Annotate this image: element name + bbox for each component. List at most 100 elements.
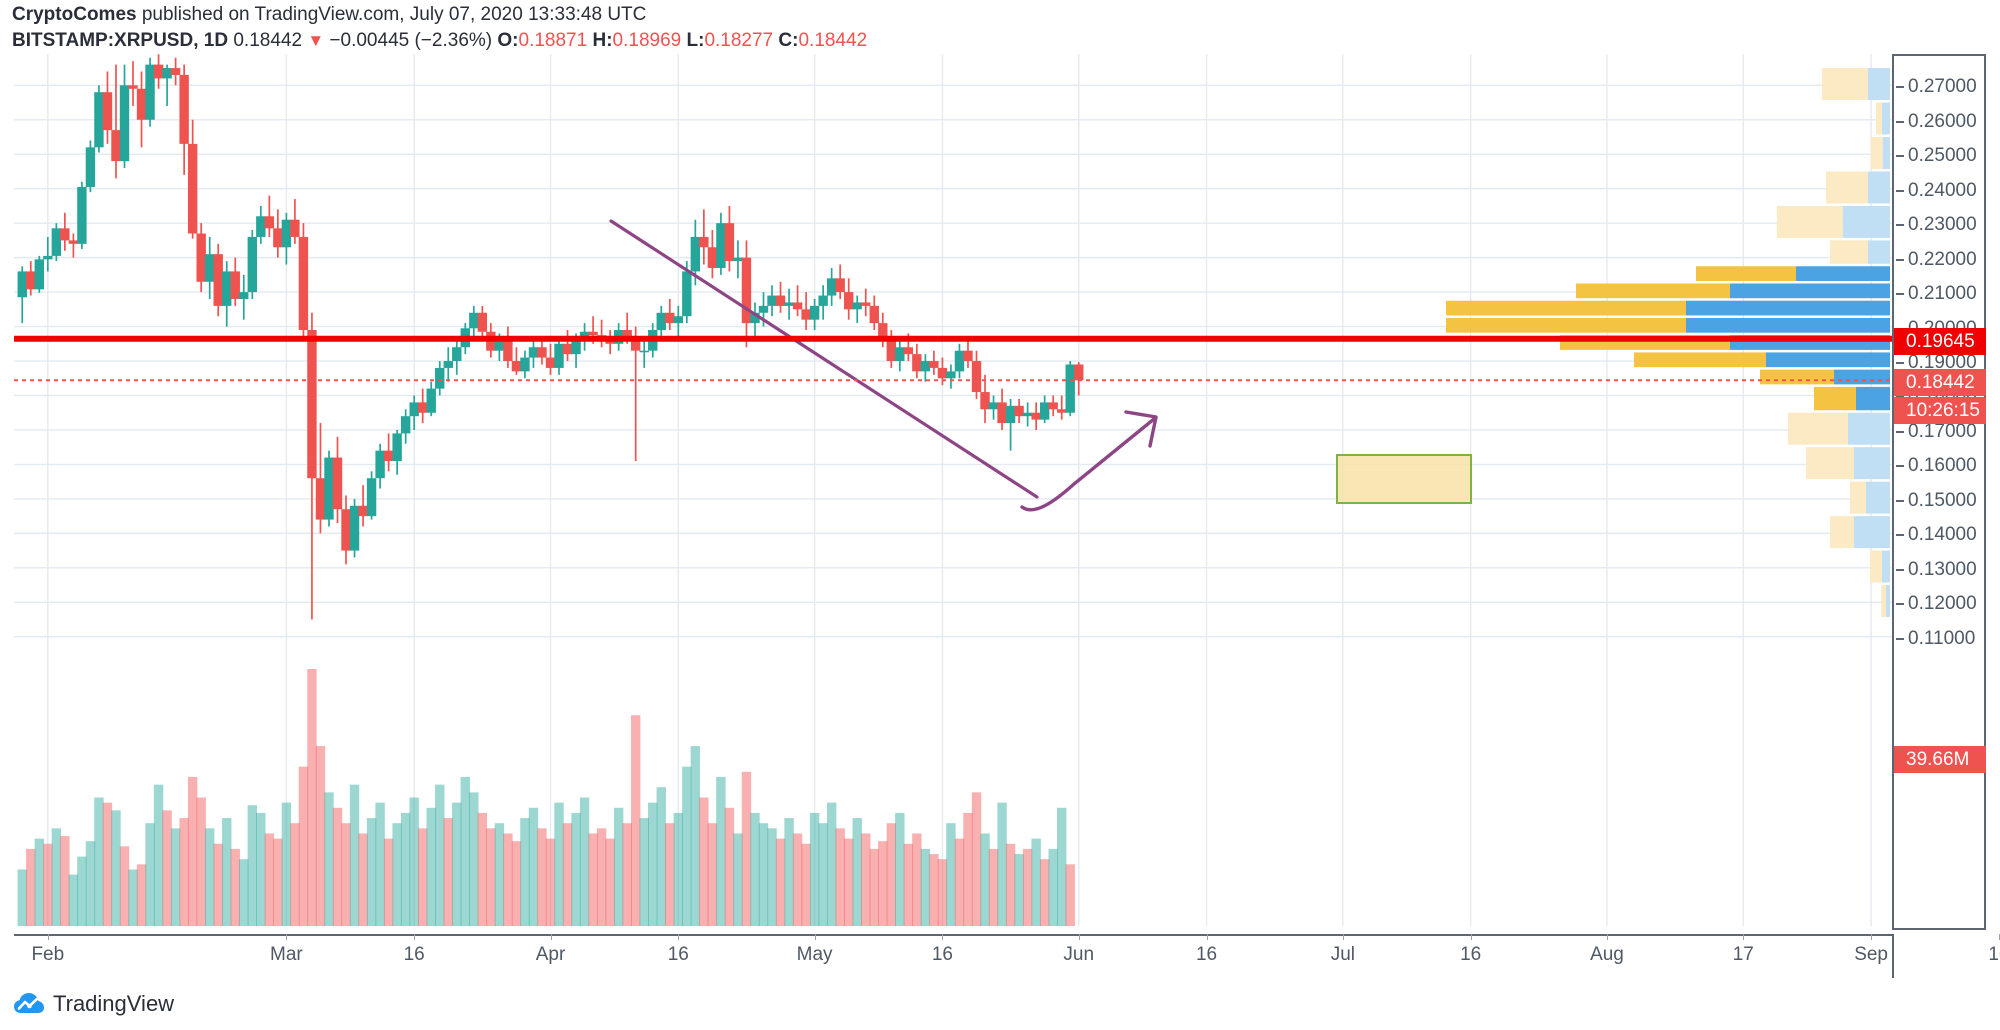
candle-body bbox=[903, 347, 914, 355]
volume-bar bbox=[844, 838, 854, 926]
candle-body bbox=[750, 312, 760, 324]
candle-body bbox=[332, 457, 343, 510]
candle-body bbox=[358, 505, 368, 517]
time-axis-label: 16 bbox=[403, 944, 425, 965]
volume-bar bbox=[332, 807, 343, 926]
volume-profile-sell-bar bbox=[1686, 300, 1890, 316]
candle-body bbox=[503, 340, 513, 362]
last-price-badge[interactable]: 0.18442 bbox=[1894, 369, 1986, 397]
target-zone-rectangle[interactable] bbox=[1336, 454, 1472, 504]
volume-profile-sell-bar bbox=[1686, 317, 1890, 333]
bullish-projection-arrow[interactable] bbox=[1020, 410, 1158, 512]
volume-bar bbox=[631, 715, 641, 926]
candle-body bbox=[111, 130, 121, 162]
volume-bar bbox=[426, 807, 436, 926]
time-axis-tick bbox=[1342, 934, 1344, 940]
volume-bar bbox=[648, 802, 658, 926]
candle-body bbox=[1048, 402, 1058, 410]
candle-body bbox=[392, 433, 402, 461]
low-label: L: bbox=[686, 30, 705, 51]
volume-bar bbox=[273, 838, 283, 926]
candle-body bbox=[315, 478, 326, 520]
volume-bar bbox=[682, 766, 692, 926]
price-axis-label: 0.23000 bbox=[1908, 214, 1977, 236]
volume-bar bbox=[980, 833, 990, 926]
price-axis-tick bbox=[1896, 155, 1904, 158]
candle-body bbox=[571, 340, 581, 355]
volume-bar bbox=[307, 669, 317, 926]
volume-bar bbox=[102, 802, 113, 926]
price-axis-label: 0.14000 bbox=[1908, 524, 1977, 546]
volume-bar bbox=[435, 784, 445, 926]
volume-bar bbox=[68, 874, 79, 926]
volume-bar bbox=[699, 797, 709, 926]
volume-badge[interactable]: 39.66M bbox=[1894, 746, 1986, 773]
volume-profile-buy-bar bbox=[1876, 102, 1882, 135]
time-axis-tick bbox=[1998, 934, 2000, 940]
candle-body bbox=[818, 295, 828, 306]
time-axis-label: Jul bbox=[1330, 944, 1356, 965]
candle-body bbox=[826, 278, 837, 296]
volume-bar bbox=[1057, 807, 1067, 926]
volume-bar bbox=[937, 859, 948, 926]
volume-bar bbox=[494, 823, 505, 926]
resistance-price-badge[interactable]: 0.19645 bbox=[1894, 327, 1986, 355]
time-axis-label: 17 bbox=[1732, 944, 1754, 965]
chart-plot-layer[interactable] bbox=[14, 54, 1892, 930]
candle-body bbox=[298, 236, 309, 331]
candle-body bbox=[1057, 409, 1067, 413]
time-axis-tick bbox=[47, 934, 49, 940]
volume-bar bbox=[290, 823, 300, 926]
volume-profile-sell-bar bbox=[1868, 68, 1890, 101]
volume-profile-sell-bar bbox=[1882, 550, 1890, 583]
volume-bar bbox=[861, 833, 871, 926]
candle-body bbox=[43, 255, 53, 260]
volume-profile-buy-bar bbox=[1446, 300, 1686, 316]
price-axis-tick bbox=[1896, 258, 1904, 261]
volume-bar bbox=[1031, 838, 1041, 926]
chart-canvas-area[interactable]: 0.27000 0.26000 0.25000 0.24000 0.23000 0.220… bbox=[14, 54, 1986, 934]
volume-bar bbox=[1065, 864, 1075, 926]
volume-profile-buy-bar bbox=[1446, 317, 1686, 333]
volume-profile-buy-bar bbox=[1870, 550, 1882, 583]
candle-body bbox=[528, 347, 539, 358]
candle-body bbox=[954, 350, 965, 372]
price-axis-label: 0.22000 bbox=[1908, 248, 1977, 270]
candle-body bbox=[733, 257, 743, 262]
time-scale[interactable]: Feb Mar 16 Apr 16 May 16 Jun 16 Jul 16 Aug 17 Sep 16 bbox=[14, 934, 2000, 980]
volume-bar bbox=[153, 784, 164, 926]
price-scale[interactable]: 0.27000 0.26000 0.25000 0.24000 0.23000 0.220… bbox=[1892, 54, 1986, 930]
candle-body bbox=[1074, 364, 1084, 381]
time-axis-tick bbox=[1206, 934, 1208, 940]
candle-body bbox=[443, 361, 453, 368]
candle-body bbox=[366, 478, 377, 517]
last-price-value: 0.18442 bbox=[233, 30, 303, 51]
countdown-badge[interactable]: 10:26:15 bbox=[1894, 397, 1986, 425]
candle-body bbox=[170, 68, 181, 75]
volume-bar bbox=[94, 797, 104, 926]
open-label: O: bbox=[497, 30, 519, 51]
volume-profile-buy-bar bbox=[1696, 266, 1796, 281]
candle-body bbox=[51, 228, 62, 256]
time-axis-label: 16 bbox=[1460, 944, 1482, 965]
volume-bar bbox=[85, 841, 96, 926]
candle-body bbox=[631, 338, 641, 351]
descending-trendline[interactable] bbox=[609, 219, 1039, 499]
volume-bar bbox=[733, 833, 743, 926]
candle-body bbox=[895, 347, 905, 362]
volume-bar bbox=[460, 776, 470, 926]
close-value: 0.18442 bbox=[798, 30, 868, 51]
candle-body bbox=[912, 354, 922, 372]
arrow-head bbox=[1124, 410, 1158, 448]
volume-bar bbox=[205, 828, 215, 926]
candle-body bbox=[980, 392, 990, 410]
volume-profile-buy-bar bbox=[1760, 369, 1834, 385]
symbol-label[interactable]: BITSTAMP:XRPUSD, 1D bbox=[12, 30, 229, 51]
candle-body bbox=[767, 295, 777, 306]
candle-body bbox=[861, 302, 871, 306]
candle-body bbox=[784, 302, 794, 306]
volume-bar bbox=[239, 859, 249, 926]
candle-body bbox=[26, 271, 36, 290]
candle-body bbox=[511, 361, 522, 372]
time-axis-label: Mar bbox=[270, 944, 303, 965]
